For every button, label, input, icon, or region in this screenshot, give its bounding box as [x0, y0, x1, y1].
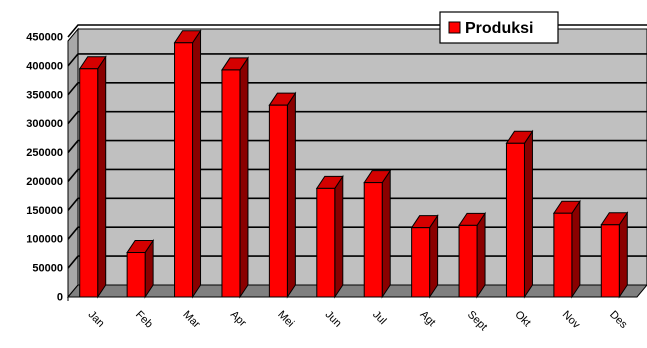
y-tick-label: 300000 — [26, 118, 63, 130]
bar-front — [553, 212, 573, 298]
bar-side — [239, 56, 249, 299]
bar-side — [97, 55, 107, 299]
gridline — [67, 168, 647, 182]
x-tick-label: Jan — [86, 309, 107, 330]
y-tick-label: 450000 — [26, 32, 63, 44]
bar — [268, 91, 297, 299]
x-tick-label: Feb — [133, 309, 155, 331]
bar-front — [79, 68, 99, 298]
bar-side — [334, 174, 344, 299]
bar — [173, 29, 202, 299]
y-axis: 0 50000 100000 150000 200000 250000 300000 3500… — [26, 32, 69, 304]
bar — [552, 199, 581, 299]
bar-front — [505, 142, 525, 298]
bar — [600, 211, 629, 299]
gridline — [67, 139, 647, 154]
bar-side — [381, 168, 391, 299]
y-tick-label: 200000 — [26, 176, 63, 188]
bar-side — [192, 29, 202, 299]
bar-front — [458, 224, 478, 298]
bar — [458, 211, 486, 299]
y-tick-label: 250000 — [26, 147, 63, 159]
gridline — [67, 197, 647, 211]
chart-walls — [66, 27, 647, 299]
bar — [363, 168, 392, 299]
x-tick-label: Nov — [560, 309, 583, 332]
gridline — [67, 255, 647, 269]
bar-side — [571, 199, 581, 299]
y-tick-label: 150000 — [26, 205, 63, 217]
bar-side — [429, 214, 439, 299]
bar-front — [268, 104, 288, 298]
gridline — [67, 81, 647, 96]
x-tick-label: Des — [607, 309, 630, 332]
bar-front — [126, 252, 146, 298]
bar — [505, 129, 534, 299]
bar-side — [523, 129, 533, 299]
bar-front — [221, 69, 241, 298]
x-tick-label: Mar — [180, 309, 202, 331]
y-tick-label: 0 — [57, 292, 63, 304]
bar — [410, 214, 439, 299]
y-tick-label: 100000 — [26, 234, 63, 246]
legend: Produksi — [439, 11, 559, 44]
bar-front — [600, 224, 620, 298]
bar — [315, 174, 344, 299]
bar — [126, 238, 155, 299]
bar-front — [363, 182, 383, 298]
x-tick-label: Apr — [228, 309, 249, 330]
bar — [78, 55, 107, 299]
x-tick-label: Mei — [275, 309, 296, 330]
y-tick-label: 50000 — [32, 263, 63, 275]
gridline — [67, 53, 647, 67]
legend-label: Produksi — [465, 20, 533, 37]
bar-side — [286, 91, 296, 299]
bar-side — [476, 211, 486, 299]
bars — [78, 29, 629, 299]
gridlines — [67, 24, 647, 269]
y-tick-label: 350000 — [26, 89, 63, 101]
bar-front — [174, 42, 194, 298]
bar — [221, 56, 249, 299]
x-tick-label: Okt — [512, 309, 533, 330]
x-tick-label: Jul — [370, 309, 388, 327]
x-tick-label: Jun — [323, 309, 344, 330]
bar-front — [316, 187, 336, 298]
gridline — [67, 110, 647, 125]
gridline — [67, 226, 647, 240]
legend-swatch — [448, 21, 461, 34]
x-tick-label: Agt — [418, 309, 438, 329]
y-tick-label: 400000 — [26, 60, 63, 72]
bar-front — [411, 227, 431, 298]
bar-side — [618, 211, 628, 299]
x-tick-label: Sept — [465, 309, 489, 333]
x-axis: Jan Feb Mar Apr Mei Jun Jul Agt Sept Okt Nov Des — [68, 296, 637, 333]
